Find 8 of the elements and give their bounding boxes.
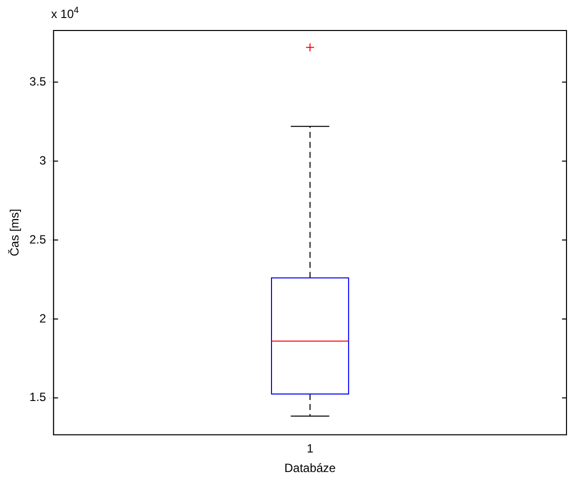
x-tick-label: 1 — [306, 442, 314, 456]
y-tick-label: 3 — [39, 153, 46, 168]
y-tick-label: 2 — [39, 311, 46, 326]
y-tick-label: 3.5 — [29, 74, 46, 88]
x-axis-title: Databáze — [284, 461, 336, 476]
y-axis-title: Čas [ms] — [8, 208, 22, 256]
y-tick-label: 1.5 — [29, 390, 46, 404]
y-tick-label: 2.5 — [29, 232, 46, 246]
